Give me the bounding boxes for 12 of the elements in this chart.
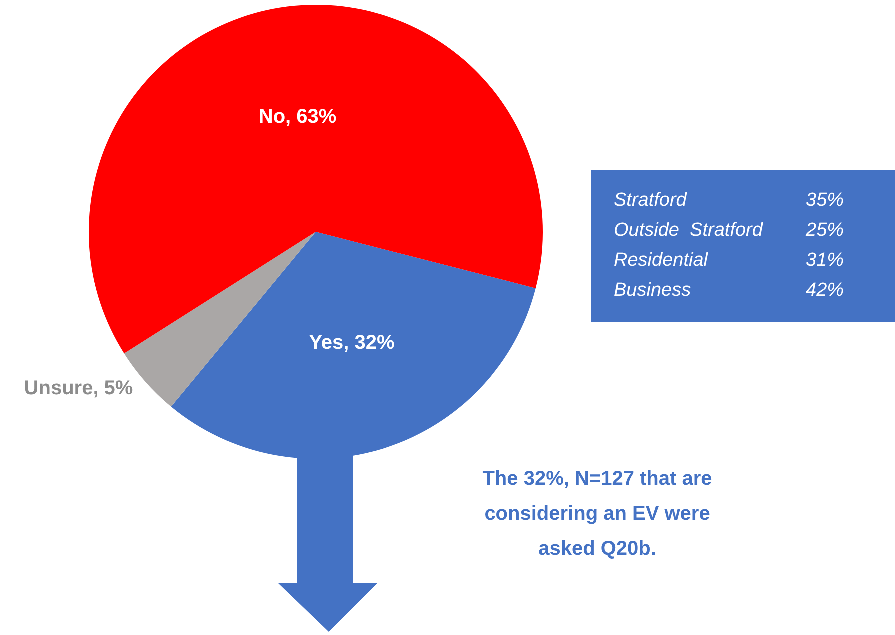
slice-label: Unsure, 5% xyxy=(24,378,134,400)
slice-label: Yes, 32% xyxy=(309,332,396,354)
text: The 32%, N=127 that are considering an EV were asked Q20b. xyxy=(482,467,714,562)
text: 35% xyxy=(806,190,844,211)
text: 31% xyxy=(806,250,844,271)
category-label: Stratford xyxy=(614,189,688,213)
category-label: Residential xyxy=(614,249,710,273)
category-label: Business xyxy=(614,279,692,303)
category-label: Outside Stratford xyxy=(614,219,764,243)
slice-label: No, 63% xyxy=(258,106,337,128)
text: 25% xyxy=(806,220,844,241)
text: 42% xyxy=(806,280,844,301)
